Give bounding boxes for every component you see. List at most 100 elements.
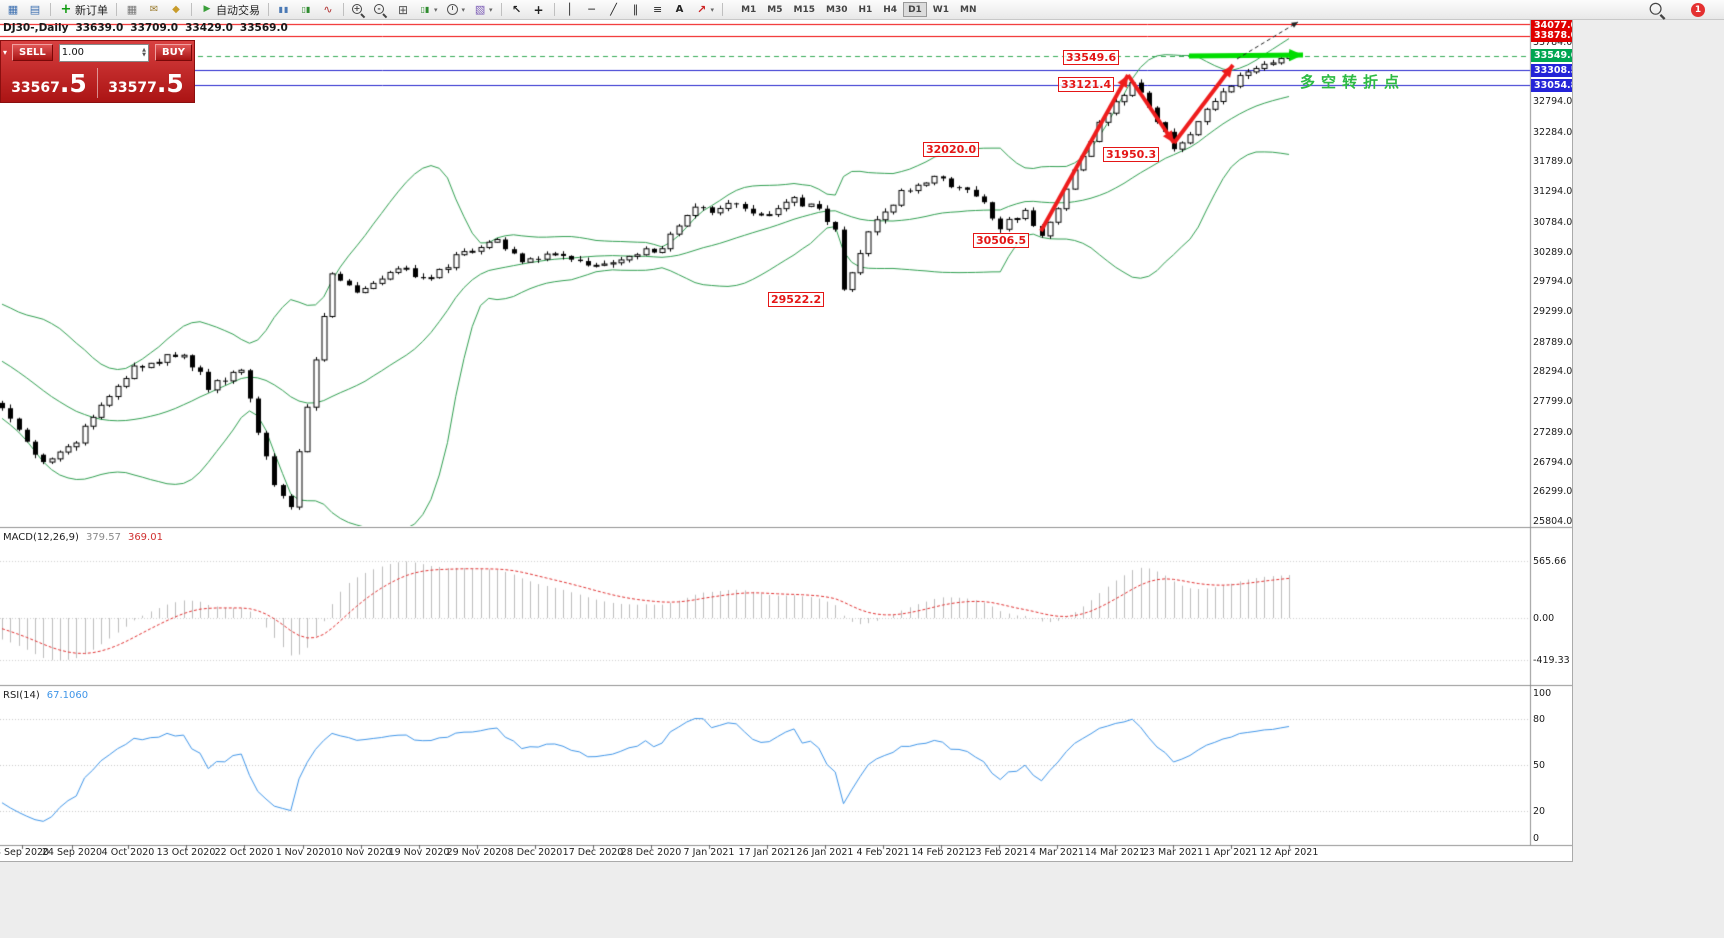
trendline-icon: [607, 3, 621, 17]
rsi-scale-label: 80: [1533, 713, 1546, 725]
new-order-label: 新订单: [75, 3, 108, 17]
toolbar-market-watch-button[interactable]: [122, 1, 142, 18]
toolbar-zoom-in-button[interactable]: [349, 1, 369, 18]
hline-icon: [585, 3, 599, 17]
toolbar-separator: [500, 3, 502, 16]
chart-ohlc-info: DJ30-,Daily 33639.0 33709.0 33429.0 3356…: [3, 22, 288, 34]
price-axis-label: 30784.0: [1533, 216, 1573, 228]
price-axis-label: 29299.0: [1533, 306, 1573, 317]
price-axis-label: 25804.0: [1533, 516, 1573, 527]
toolbar-auto-trading-button[interactable]: 自动交易: [197, 1, 263, 18]
toolbar-trendline-button[interactable]: [604, 1, 624, 18]
toolbar-templates-button[interactable]: ▾: [470, 1, 496, 18]
macd-main-value: 379.57: [85, 532, 121, 543]
buy-button[interactable]: BUY: [155, 44, 192, 61]
chevron-down-icon: ▾: [434, 5, 438, 14]
collapse-one-click-icon[interactable]: ▾: [3, 48, 8, 57]
plus-green-icon: [59, 3, 73, 17]
toolbar-separator: [116, 3, 117, 16]
volume-input[interactable]: 1.00 ▲ ▼: [58, 43, 150, 62]
toolbar-fibonacci-retracement-button[interactable]: [648, 1, 668, 18]
toolbar-zoom-out-button[interactable]: [371, 1, 391, 18]
timeframe-h4-button[interactable]: H4: [878, 2, 902, 17]
workspace-background-bottom: [0, 862, 1573, 938]
channel-icon: [629, 3, 643, 17]
buy-price-main: 33577: [108, 79, 157, 96]
toolbar-separator: [553, 3, 555, 16]
one-click-trading-panel: ▾ SELL 1.00 ▲ ▼ BUY 33567 .5 33577 .5: [0, 40, 195, 103]
timeframe-d1-button[interactable]: D1: [903, 2, 927, 17]
buy-price[interactable]: 33577 .5: [98, 71, 194, 96]
timeframe-mn-button[interactable]: MN: [955, 2, 982, 17]
toolbar-cursor-button[interactable]: [507, 1, 527, 18]
toolbar-periods-button[interactable]: ▾: [443, 1, 469, 18]
time-axis-label: 26 Jan 2021: [796, 847, 854, 858]
price-line-label-blue: 33054.8: [1531, 78, 1572, 92]
toolbar-new-chart-button[interactable]: [3, 1, 23, 18]
timeframe-m1-button[interactable]: M1: [736, 2, 761, 17]
toolbar-crosshair-button[interactable]: [529, 1, 549, 18]
toolbar-chart-bars-button[interactable]: [274, 1, 294, 18]
timeframe-group: M1 M5 M15 M30 H1 H4 D1 W1 MN: [736, 2, 981, 17]
rsi-scale-label: 100: [1533, 688, 1552, 699]
sell-price[interactable]: 33567 .5: [1, 71, 97, 96]
toolbar-arrows-tool-button[interactable]: ▾: [692, 1, 718, 18]
search-icon[interactable]: [1649, 1, 1667, 18]
toolbar-chart-line-button[interactable]: [318, 1, 338, 18]
price-axis-label: 31294.0: [1533, 186, 1573, 198]
one-click-prices: 33567 .5 33577 .5: [1, 64, 194, 102]
toolbar-navigator-button[interactable]: [166, 1, 186, 18]
macd-label: MACD(12,26,9): [3, 532, 79, 543]
tile-icon: [396, 3, 410, 17]
toolbar-vertical-line-button[interactable]: [560, 1, 580, 18]
sell-button[interactable]: SELL: [12, 44, 53, 61]
time-axis-label: 28 Dec 2020: [620, 847, 682, 858]
price-callout: 33121.4: [1058, 77, 1115, 92]
navigator-icon: [169, 3, 183, 17]
close-value: 33569.0: [239, 22, 288, 34]
high-value: 33709.0: [130, 22, 179, 34]
time-axis-label: 1 Apr 2021: [1204, 847, 1258, 858]
time-axis-label: 8 Dec 2020: [507, 847, 563, 858]
symbol-period-label: DJ30-,Daily: [3, 22, 69, 34]
toolbar-separator: [268, 3, 269, 16]
price-divider: [97, 68, 98, 98]
price-axis-label: 26794.0: [1533, 456, 1573, 468]
toolbar-separator: [191, 3, 192, 16]
toolbar-chart-candles-button[interactable]: [296, 1, 316, 18]
toolbar-chart-profiles-button[interactable]: [25, 1, 45, 18]
toolbar-data-window-button[interactable]: [144, 1, 164, 18]
timeframe-h1-button[interactable]: H1: [853, 2, 877, 17]
price-line-label-red: 34077.0: [1531, 19, 1572, 32]
price-axis-label: 28294.0: [1533, 366, 1573, 378]
price-line-label-blue: 33308.5: [1531, 63, 1572, 77]
vline-icon: [563, 3, 577, 17]
timeframe-m5-button[interactable]: M5: [762, 2, 787, 17]
cursor-icon: [510, 3, 524, 17]
time-axis-label: 8 Sep 2020: [0, 847, 50, 858]
notification-badge[interactable]: 1: [1691, 2, 1705, 17]
price-callout: 30506.5: [973, 233, 1030, 248]
toolbar-equidistant-channel-button[interactable]: [626, 1, 646, 18]
timeframe-w1-button[interactable]: W1: [928, 2, 954, 17]
toolbar-separator: [722, 3, 724, 16]
timeframe-m30-button[interactable]: M30: [821, 2, 852, 17]
toolbar-new-order-button[interactable]: 新订单: [56, 1, 111, 18]
toolbar-tile-windows-button[interactable]: [393, 1, 413, 18]
toolbar-horizontal-line-button[interactable]: [582, 1, 602, 18]
price-chart-canvas[interactable]: [0, 19, 1572, 861]
volume-spinner[interactable]: ▲ ▼: [142, 46, 147, 58]
toolbar-text-label-button[interactable]: [670, 1, 690, 18]
bull-bear-turning-point-label: 多空转折点: [1300, 73, 1406, 91]
toolbar-chart-style-button[interactable]: ▾: [415, 1, 441, 18]
price-callout: 33549.6: [1063, 50, 1120, 65]
message-icon: [147, 3, 161, 17]
time-axis-label: 17 Dec 2020: [562, 847, 624, 858]
timeframe-m15-button[interactable]: M15: [789, 2, 820, 17]
time-axis-label: 4 Oct 2020: [101, 847, 155, 858]
time-axis-label: 4 Feb 2021: [856, 847, 910, 858]
auto-trading-label: 自动交易: [216, 3, 260, 17]
window-icon: [28, 3, 42, 17]
price-axis-label: 27799.0: [1533, 396, 1573, 408]
price-callout: 29522.2: [768, 292, 825, 307]
